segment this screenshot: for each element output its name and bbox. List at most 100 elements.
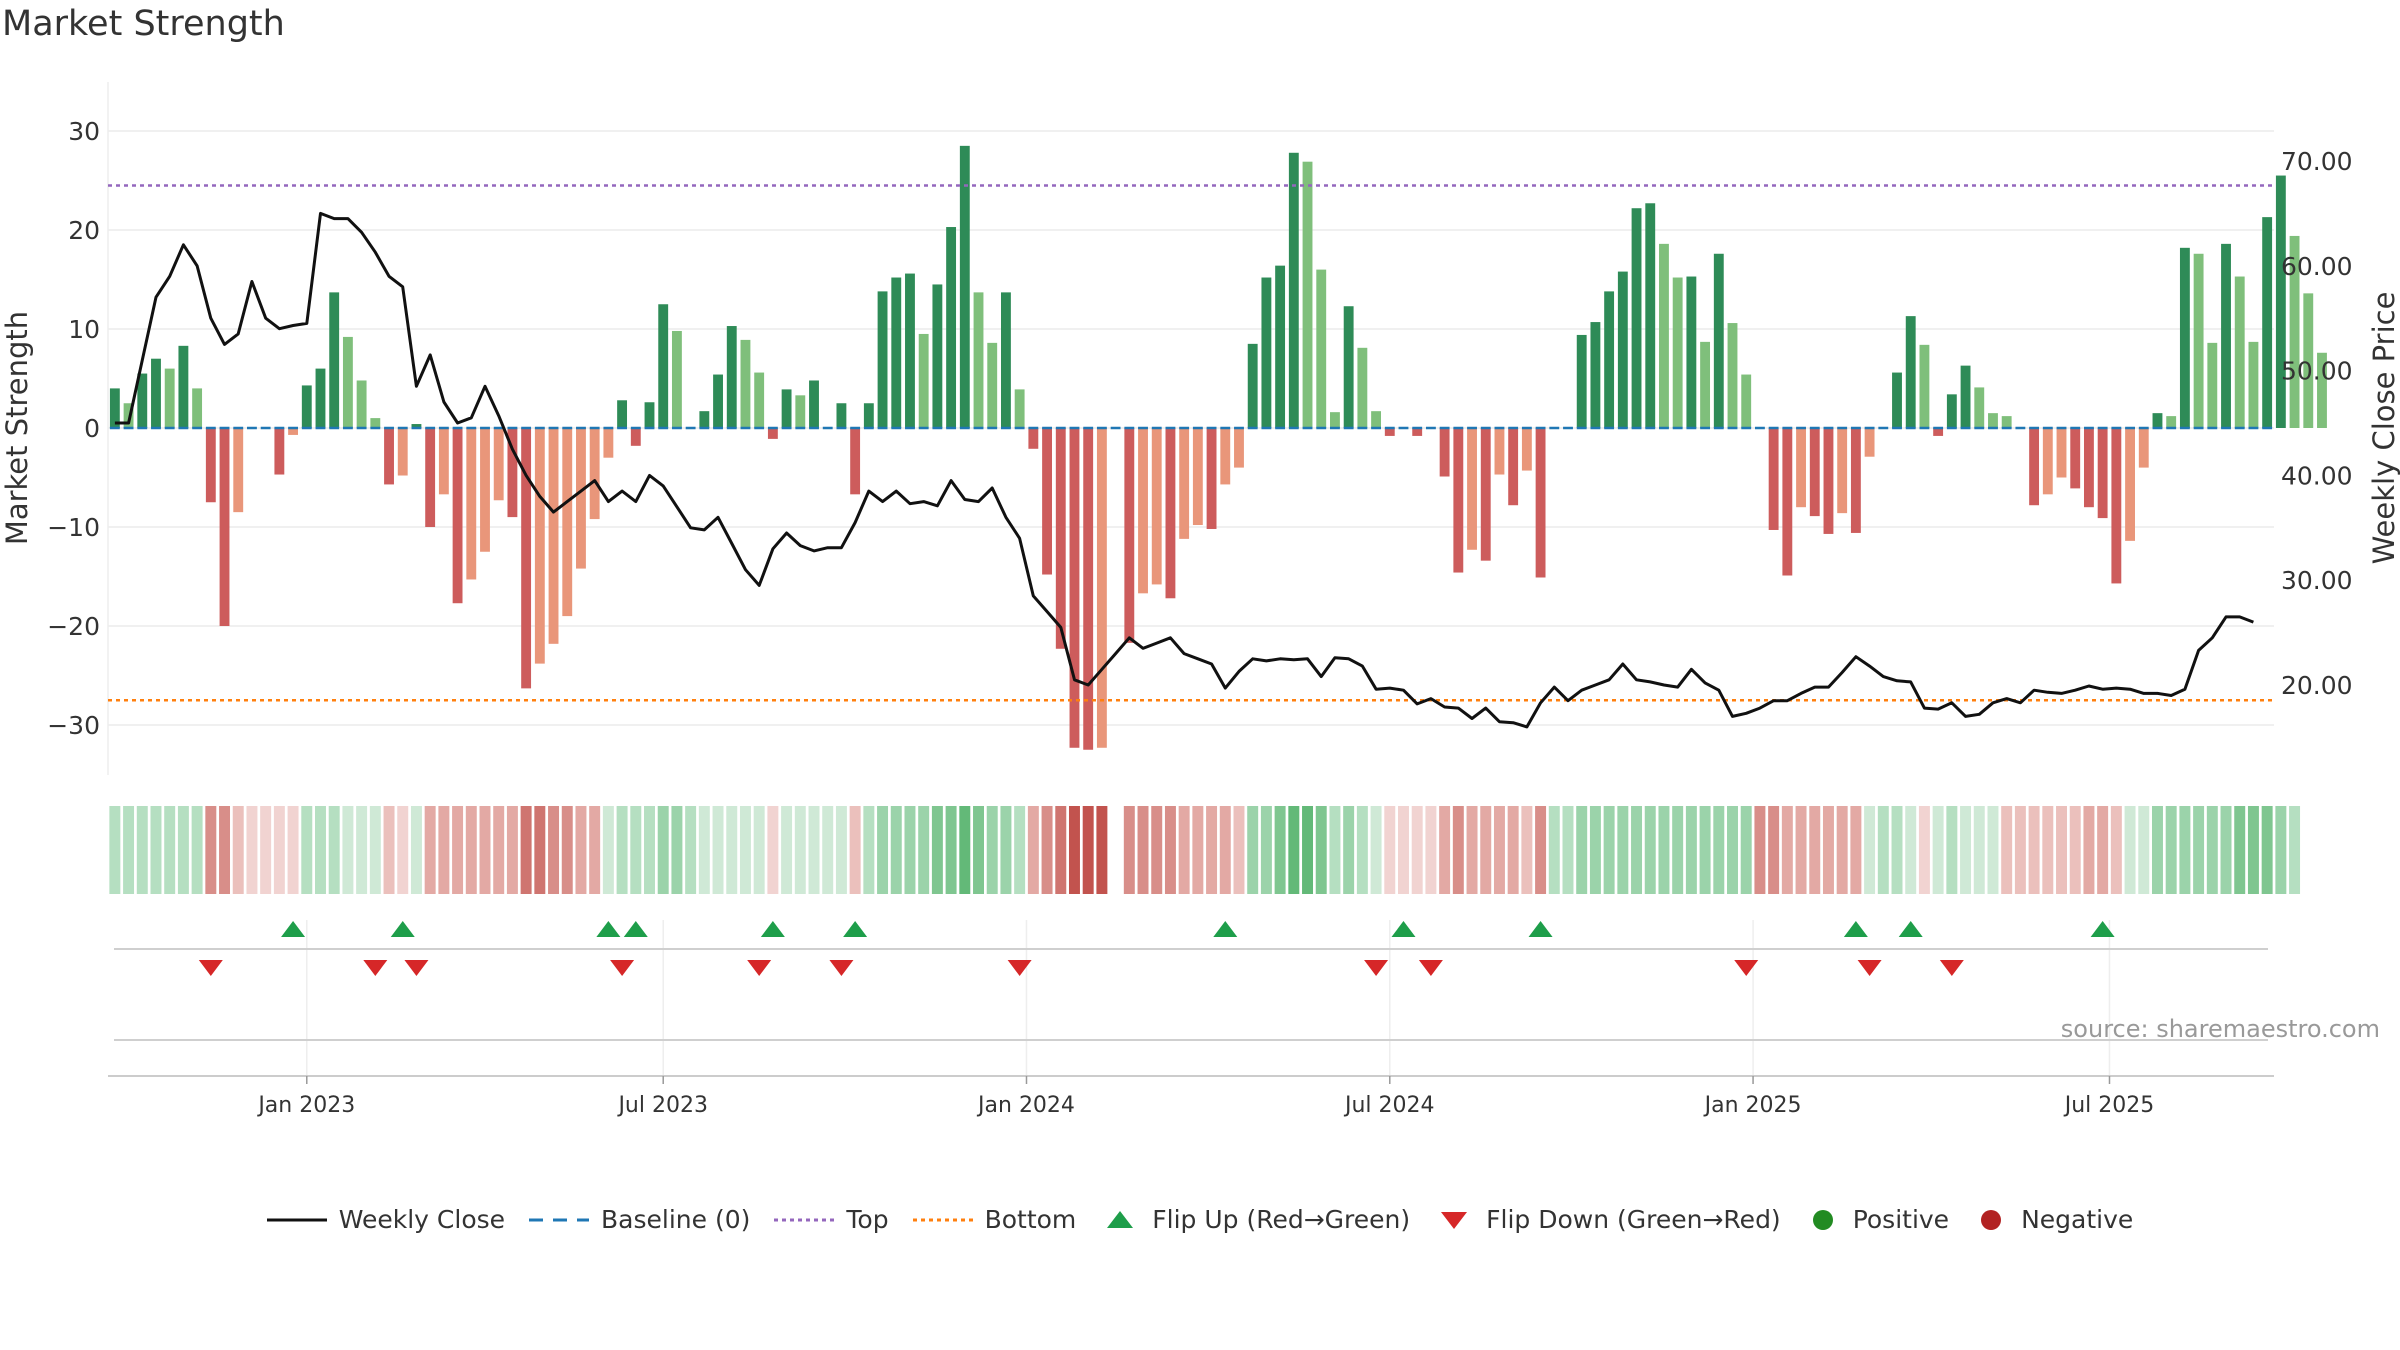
strength-bar [2221,243,2231,428]
band-cell [479,806,491,894]
strength-bar [1672,277,1683,428]
band-cell [1740,806,1752,894]
band-cell [822,806,834,894]
gridlines [107,82,2274,1075]
strength-bar [411,424,422,428]
band-cell [1521,806,1533,894]
y2-tick-label: 60.00 [2281,252,2353,281]
legend-bottom[interactable]: Bottom [912,1205,1076,1234]
strength-bar [1686,276,1697,428]
band-cell [1000,806,1012,894]
strength-bar [1960,365,1971,428]
strength-bar [1302,161,1313,428]
y2-tick-label: 50.00 [2281,357,2353,386]
strength-bar [137,373,148,428]
band-cell [602,806,614,894]
strength-bar [1892,372,1902,428]
band-cell [136,806,148,894]
strength-bar [891,277,902,428]
band-cell [1850,806,1862,894]
band-cell [438,806,450,894]
flip-down-marker [610,960,635,976]
chart-title: Market Strength [2,4,285,44]
flip-up-marker [843,921,868,937]
band-cell [1631,806,1643,894]
band-cell [1932,806,1944,894]
strength-bar [987,342,998,428]
band-cell [1178,806,1190,894]
strength-bar [123,403,134,428]
strength-bar [1069,428,1080,748]
band-cell [1041,806,1053,894]
flip-up-marker [1528,921,1553,937]
band-cell [2138,806,2150,894]
strength-bar [1645,203,1656,428]
legend-weekly-close-label: Weekly Close [338,1205,506,1234]
band-cell [1658,806,1670,894]
band-cell [1973,806,1985,894]
band-cell [2124,806,2136,894]
y2-tick-label: 70.00 [2281,147,2353,176]
y-tick-label: −10 [47,513,100,542]
strength-bar [342,336,353,428]
band-cell [1987,806,1999,894]
legend-baseline[interactable]: Baseline (0) [529,1205,750,1234]
band-cell [2247,806,2259,894]
band-cell [945,806,957,894]
y-tick-label: −30 [47,711,100,740]
x-tick-label: Jul 2023 [616,1093,708,1118]
band-cell [1809,806,1821,894]
strength-bar [1206,428,1217,529]
band-cell [1247,806,1259,894]
legend-negative[interactable]: Negative [1973,1205,2133,1234]
band-cell [1123,806,1135,894]
strength-bar [192,388,203,428]
band-cell [2001,806,2013,894]
band-cell [1617,806,1629,894]
y-tick-label: 10 [68,315,100,344]
band-cell [164,806,176,894]
band-cell [1260,806,1272,894]
strength-bar [329,292,340,428]
y2-axis-label: Weekly Close Price [2367,292,2400,565]
band-cell [1466,806,1478,894]
legend-weekly-close[interactable]: Weekly Close [266,1205,506,1234]
strength-bar [2275,175,2286,428]
band-cell [698,806,710,894]
strength-bar [562,428,573,617]
strength-bar [1000,292,1011,428]
band-cell [2097,806,2109,894]
strength-bar [1823,428,1834,534]
band-cell [1027,806,1039,894]
flip-down-marker [829,960,854,976]
flip-up-marker [1213,921,1238,937]
legend-flip-down-label: Flip Down (Green→Red) [1486,1205,1781,1234]
band-cell [1864,806,1876,894]
triangle-up-icon [1107,1210,1134,1228]
strength-bar [370,418,381,428]
legend-flip-down[interactable]: Flip Down (Green→Red) [1434,1205,1781,1234]
band-cell [410,806,422,894]
legend-positive[interactable]: Positive [1805,1205,1949,1234]
band-cell [301,806,313,894]
band-cell [1452,806,1464,894]
legend-top[interactable]: Top [774,1205,889,1234]
legend-flip-up[interactable]: Flip Up (Red→Green) [1100,1205,1410,1234]
strength-bar [288,428,299,435]
band-cell [397,806,409,894]
strength-bar [466,428,477,580]
strength-bar [425,428,436,527]
band-cell [959,806,971,894]
price-line-group [114,211,2254,729]
y2-tick-label: 20.00 [2281,671,2353,700]
band-cell [1768,806,1780,894]
strength-bar [576,428,586,569]
band-cell [849,806,861,894]
strength-bar [1988,413,1998,428]
strength-bar [1055,428,1066,649]
strength-bar [1467,428,1477,550]
strength-bar [493,428,504,501]
strength-bar [2262,217,2273,428]
band-cell [726,806,738,894]
strength-bar [1933,428,1944,436]
